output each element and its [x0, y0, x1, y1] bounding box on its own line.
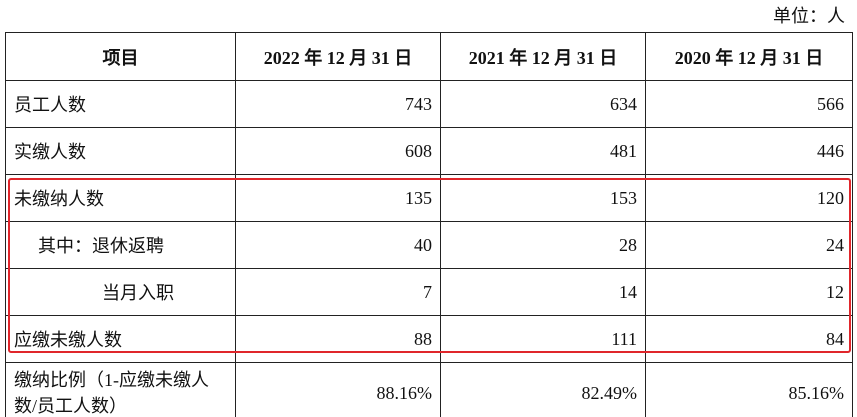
value-cell: 88.16%: [235, 362, 441, 417]
row-label: 未缴纳人数: [5, 174, 236, 222]
value-cell: 28: [440, 221, 646, 269]
value-cell: 40: [235, 221, 441, 269]
header-cell: 2021 年 12 月 31 日: [440, 32, 646, 81]
value-cell: 153: [440, 174, 646, 222]
header-cell: 2020 年 12 月 31 日: [645, 32, 853, 81]
value-cell: 85.16%: [645, 362, 853, 417]
value-cell: 7: [235, 268, 441, 316]
table-row: 员工人数 743 634 566: [5, 80, 853, 128]
header-row: 项目 2022 年 12 月 31 日 2021 年 12 月 31 日 2020 年…: [5, 32, 853, 81]
table-row: 实缴人数 608 481 446: [5, 127, 853, 175]
table-row: 未缴纳人数 135 153 120: [5, 174, 853, 222]
value-cell: 14: [440, 268, 646, 316]
value-cell: 120: [645, 174, 853, 222]
row-label: 实缴人数: [5, 127, 236, 175]
unit-label: 单位：人: [773, 6, 845, 26]
header-cell: 项目: [5, 32, 236, 81]
value-cell: 608: [235, 127, 441, 175]
row-label: 其中：退休返聘: [5, 221, 236, 269]
row-label: 员工人数: [5, 80, 236, 128]
row-label: 应缴未缴人数: [5, 315, 236, 363]
table-row: 应缴未缴人数 88 111 84: [5, 315, 853, 363]
value-cell: 634: [440, 80, 646, 128]
header-cell: 2022 年 12 月 31 日: [235, 32, 441, 81]
row-label: 当月入职: [5, 268, 236, 316]
value-cell: 566: [645, 80, 853, 128]
value-cell: 743: [235, 80, 441, 128]
table-row: 缴纳比例（1-应缴未缴人数/员工人数） 88.16% 82.49% 85.16%: [5, 362, 853, 417]
table-row: 其中：退休返聘 40 28 24: [5, 221, 853, 269]
row-label: 缴纳比例（1-应缴未缴人数/员工人数）: [5, 362, 236, 417]
value-cell: 111: [440, 315, 646, 363]
value-cell: 12: [645, 268, 853, 316]
value-cell: 481: [440, 127, 646, 175]
value-cell: 24: [645, 221, 853, 269]
data-table: 项目 2022 年 12 月 31 日 2021 年 12 月 31 日 2020 年…: [5, 32, 853, 417]
value-cell: 88: [235, 315, 441, 363]
value-cell: 135: [235, 174, 441, 222]
value-cell: 82.49%: [440, 362, 646, 417]
table-row: 当月入职 7 14 12: [5, 268, 853, 316]
value-cell: 446: [645, 127, 853, 175]
value-cell: 84: [645, 315, 853, 363]
